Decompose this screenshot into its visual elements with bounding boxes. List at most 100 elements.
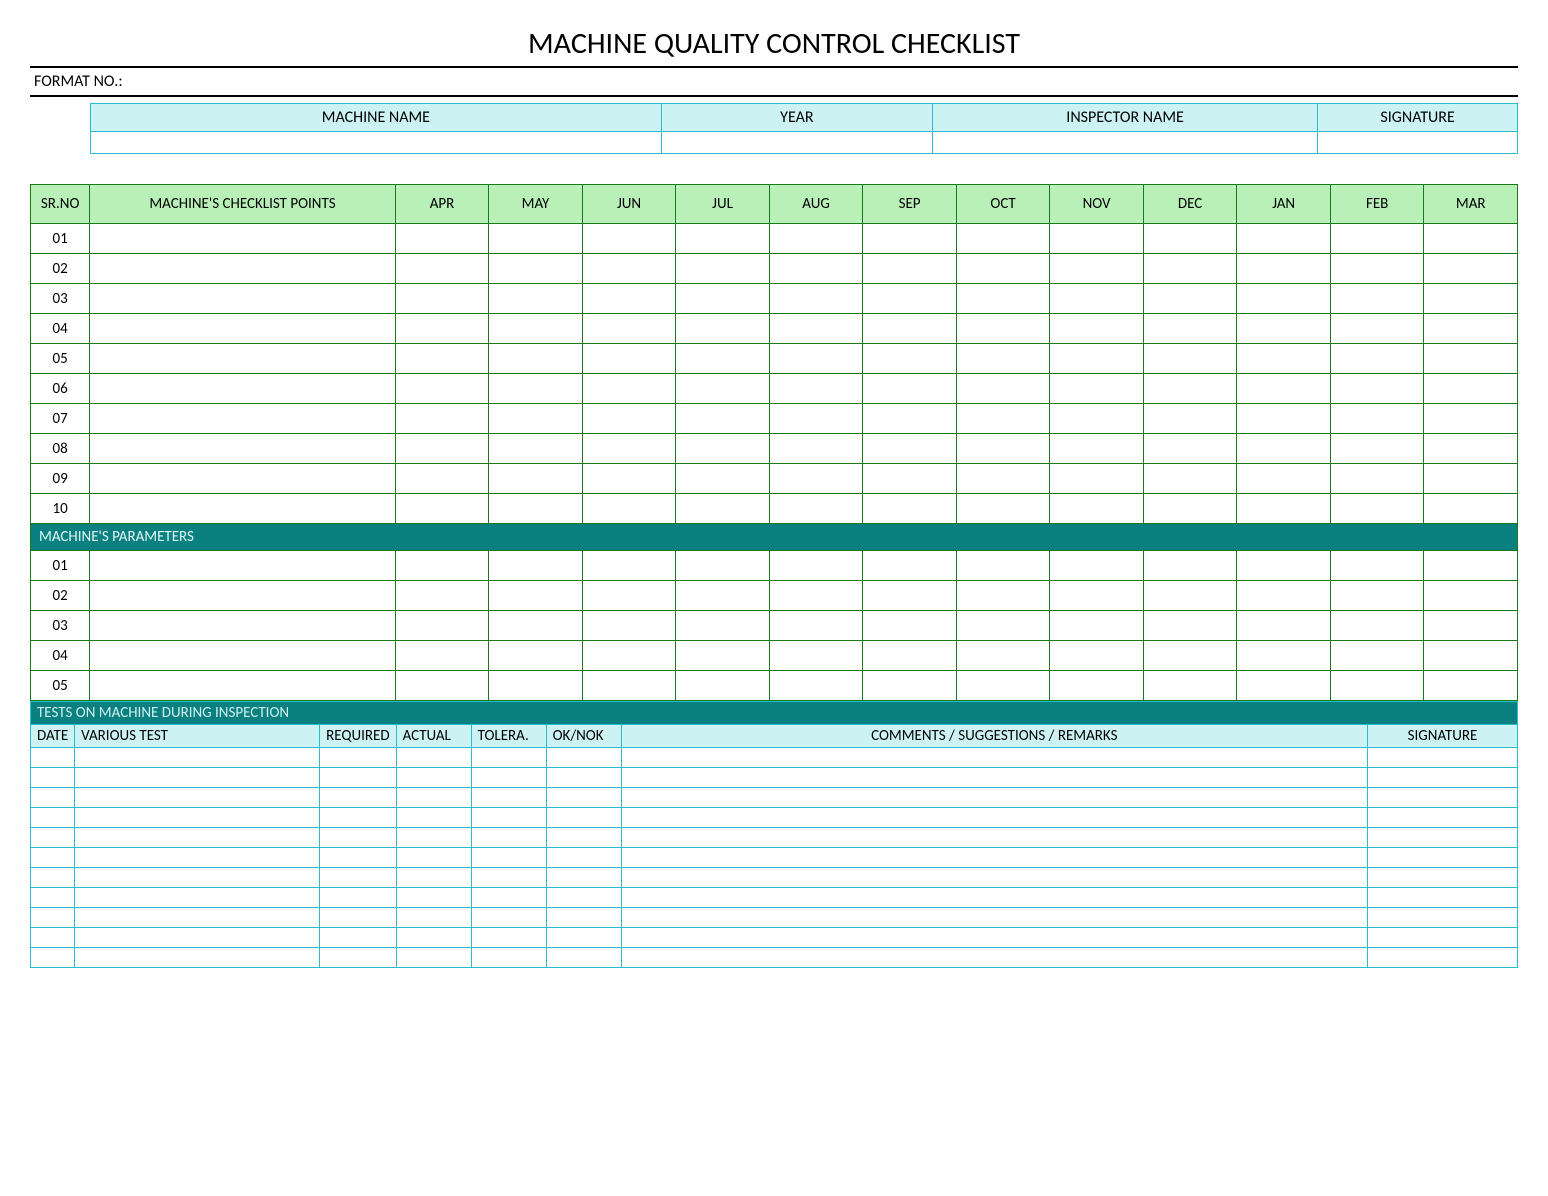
test-cell-tolera-5[interactable]	[471, 848, 546, 868]
checklist-cell-01-oct[interactable]	[956, 224, 1050, 254]
test-cell-various-5[interactable]	[75, 848, 320, 868]
test-cell-various-2[interactable]	[75, 788, 320, 808]
test-cell-various-1[interactable]	[75, 768, 320, 788]
test-cell-date-1[interactable]	[31, 768, 75, 788]
info-value-inspector-name[interactable]	[932, 132, 1317, 154]
checklist-cell-10-oct[interactable]	[956, 494, 1050, 524]
param-cell-01-aug[interactable]	[769, 551, 863, 581]
test-cell-signature-3[interactable]	[1368, 808, 1518, 828]
checklist-cell-04-oct[interactable]	[956, 314, 1050, 344]
param-cell-01-nov[interactable]	[1050, 551, 1144, 581]
checklist-cell-02-oct[interactable]	[956, 254, 1050, 284]
test-cell-required-7[interactable]	[320, 888, 396, 908]
test-cell-required-10[interactable]	[320, 948, 396, 968]
test-cell-required-8[interactable]	[320, 908, 396, 928]
checklist-cell-05-mar[interactable]	[1424, 344, 1518, 374]
checklist-cell-01-dec[interactable]	[1143, 224, 1237, 254]
param-cell-05-nov[interactable]	[1050, 671, 1144, 701]
checklist-cell-04-jun[interactable]	[582, 314, 676, 344]
info-value-year[interactable]	[661, 132, 932, 154]
test-cell-actual-8[interactable]	[396, 908, 471, 928]
param-cell-02-mar[interactable]	[1424, 581, 1518, 611]
test-cell-signature-1[interactable]	[1368, 768, 1518, 788]
checklist-cell-03-mar[interactable]	[1424, 284, 1518, 314]
test-cell-actual-7[interactable]	[396, 888, 471, 908]
checklist-cell-05-jun[interactable]	[582, 344, 676, 374]
checklist-point-03[interactable]	[90, 284, 396, 314]
checklist-cell-09-sep[interactable]	[863, 464, 957, 494]
checklist-cell-09-may[interactable]	[489, 464, 583, 494]
info-value-signature[interactable]	[1318, 132, 1518, 154]
test-cell-signature-9[interactable]	[1368, 928, 1518, 948]
checklist-cell-07-oct[interactable]	[956, 404, 1050, 434]
param-cell-05-feb[interactable]	[1330, 671, 1424, 701]
checklist-cell-05-nov[interactable]	[1050, 344, 1144, 374]
test-cell-comments-0[interactable]	[621, 748, 1367, 768]
checklist-cell-04-jan[interactable]	[1237, 314, 1331, 344]
param-cell-01-may[interactable]	[489, 551, 583, 581]
param-cell-05-oct[interactable]	[956, 671, 1050, 701]
param-cell-04-may[interactable]	[489, 641, 583, 671]
test-cell-tolera-9[interactable]	[471, 928, 546, 948]
test-cell-required-0[interactable]	[320, 748, 396, 768]
param-point-02[interactable]	[90, 581, 396, 611]
test-cell-oknok-1[interactable]	[546, 768, 621, 788]
info-value-machine-name[interactable]	[91, 132, 662, 154]
checklist-cell-07-jun[interactable]	[582, 404, 676, 434]
test-cell-required-5[interactable]	[320, 848, 396, 868]
checklist-cell-09-jun[interactable]	[582, 464, 676, 494]
test-cell-oknok-7[interactable]	[546, 888, 621, 908]
test-cell-various-3[interactable]	[75, 808, 320, 828]
checklist-cell-08-apr[interactable]	[395, 434, 489, 464]
param-cell-02-jun[interactable]	[582, 581, 676, 611]
checklist-cell-03-feb[interactable]	[1330, 284, 1424, 314]
test-cell-comments-1[interactable]	[621, 768, 1367, 788]
test-cell-various-9[interactable]	[75, 928, 320, 948]
checklist-cell-08-nov[interactable]	[1050, 434, 1144, 464]
checklist-cell-02-apr[interactable]	[395, 254, 489, 284]
test-cell-signature-2[interactable]	[1368, 788, 1518, 808]
param-cell-02-apr[interactable]	[395, 581, 489, 611]
param-cell-02-dec[interactable]	[1143, 581, 1237, 611]
param-cell-01-feb[interactable]	[1330, 551, 1424, 581]
checklist-cell-10-may[interactable]	[489, 494, 583, 524]
test-cell-date-8[interactable]	[31, 908, 75, 928]
test-cell-tolera-1[interactable]	[471, 768, 546, 788]
test-cell-various-8[interactable]	[75, 908, 320, 928]
test-cell-oknok-5[interactable]	[546, 848, 621, 868]
param-cell-01-dec[interactable]	[1143, 551, 1237, 581]
checklist-cell-04-dec[interactable]	[1143, 314, 1237, 344]
param-cell-01-jun[interactable]	[582, 551, 676, 581]
checklist-cell-08-jun[interactable]	[582, 434, 676, 464]
test-cell-actual-9[interactable]	[396, 928, 471, 948]
checklist-cell-02-sep[interactable]	[863, 254, 957, 284]
param-cell-05-jun[interactable]	[582, 671, 676, 701]
test-cell-actual-4[interactable]	[396, 828, 471, 848]
checklist-cell-05-oct[interactable]	[956, 344, 1050, 374]
test-cell-comments-6[interactable]	[621, 868, 1367, 888]
test-cell-various-6[interactable]	[75, 868, 320, 888]
param-cell-02-feb[interactable]	[1330, 581, 1424, 611]
param-cell-04-oct[interactable]	[956, 641, 1050, 671]
checklist-cell-08-sep[interactable]	[863, 434, 957, 464]
checklist-cell-02-aug[interactable]	[769, 254, 863, 284]
test-cell-required-6[interactable]	[320, 868, 396, 888]
test-cell-signature-5[interactable]	[1368, 848, 1518, 868]
test-cell-various-7[interactable]	[75, 888, 320, 908]
checklist-cell-06-nov[interactable]	[1050, 374, 1144, 404]
param-cell-05-aug[interactable]	[769, 671, 863, 701]
checklist-point-05[interactable]	[90, 344, 396, 374]
checklist-cell-09-jul[interactable]	[676, 464, 770, 494]
param-cell-02-oct[interactable]	[956, 581, 1050, 611]
checklist-cell-02-jun[interactable]	[582, 254, 676, 284]
param-cell-04-sep[interactable]	[863, 641, 957, 671]
checklist-cell-05-apr[interactable]	[395, 344, 489, 374]
test-cell-actual-5[interactable]	[396, 848, 471, 868]
param-cell-05-jul[interactable]	[676, 671, 770, 701]
param-cell-04-mar[interactable]	[1424, 641, 1518, 671]
checklist-cell-03-may[interactable]	[489, 284, 583, 314]
param-cell-03-dec[interactable]	[1143, 611, 1237, 641]
checklist-cell-10-apr[interactable]	[395, 494, 489, 524]
test-cell-oknok-0[interactable]	[546, 748, 621, 768]
checklist-cell-02-mar[interactable]	[1424, 254, 1518, 284]
